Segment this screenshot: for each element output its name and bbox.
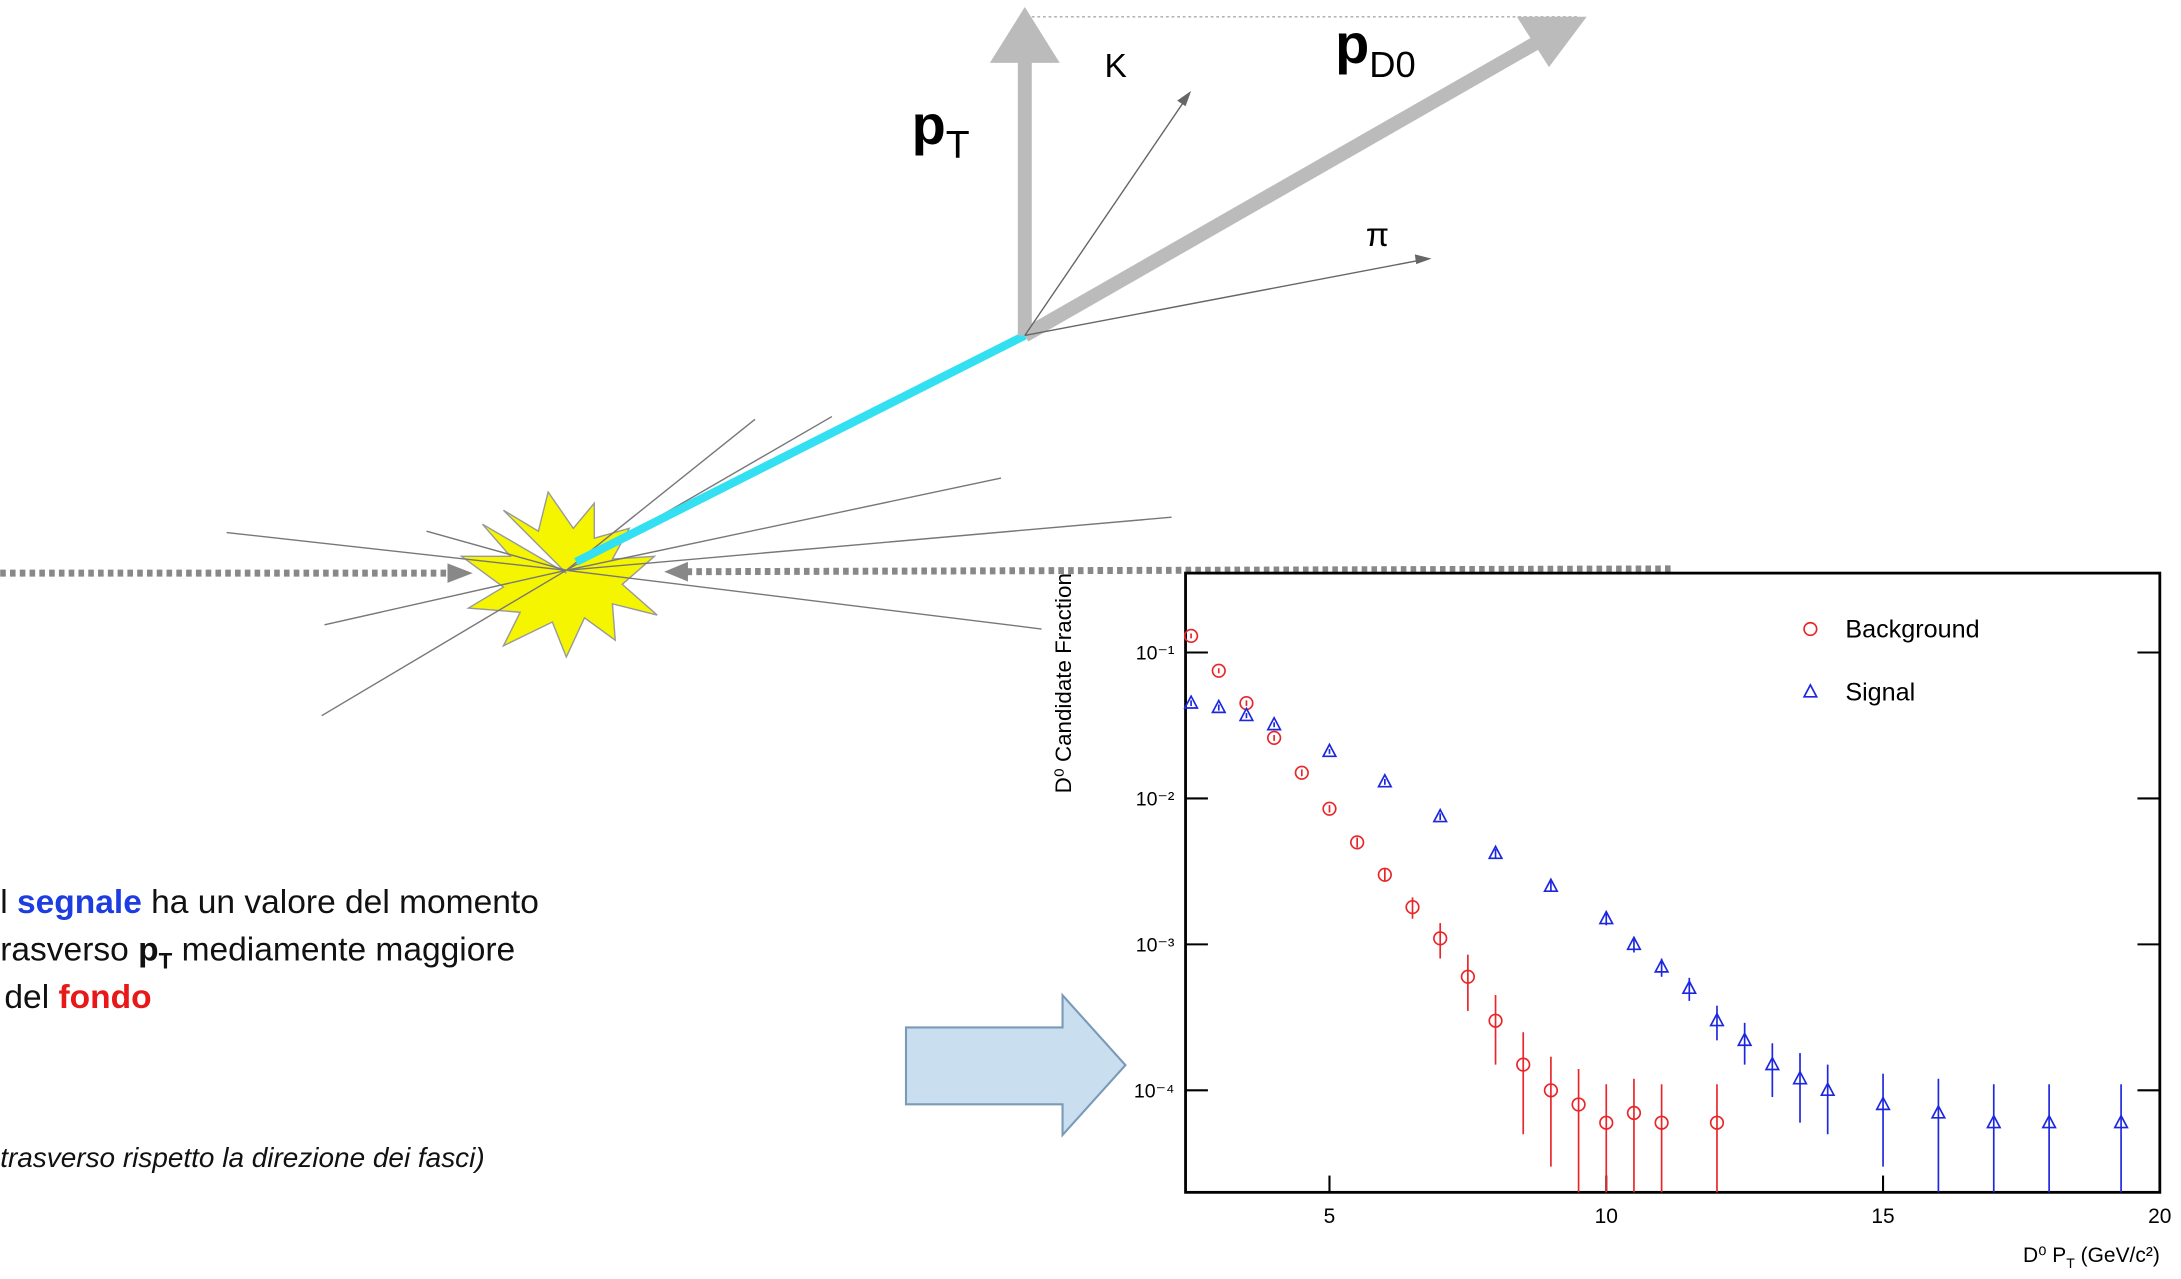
- circle-marker: [1377, 867, 1392, 882]
- text-fondo: fondo: [58, 979, 151, 1016]
- triangle-marker: [1736, 1031, 1753, 1047]
- circle-marker: [1433, 931, 1448, 946]
- circle-marker: [1599, 1115, 1614, 1130]
- k-head: [1177, 90, 1192, 107]
- triangle-marker: [1238, 706, 1255, 722]
- label-sub: T: [946, 124, 970, 167]
- note: trasverso rispetto la direzione dei fasc…: [0, 1142, 484, 1173]
- triangle-marker: [1626, 935, 1642, 951]
- pd0-arrow: [1021, 35, 1542, 342]
- text: mediamente maggiore: [172, 931, 515, 968]
- label-sub: D0: [1369, 44, 1415, 85]
- x-label-part: D⁰ P: [2023, 1244, 2066, 1267]
- y-tick-label: 10⁻⁴: [1134, 1080, 1174, 1102]
- text: del: [4, 979, 58, 1016]
- y-tick-label: 10⁻³: [1136, 934, 1175, 956]
- x-label-part: T: [2066, 1255, 2075, 1271]
- circle-marker: [1183, 628, 1199, 644]
- x-label-part: (GeV/c²): [2075, 1244, 2160, 1267]
- text: l: [0, 884, 17, 921]
- triangle-marker: [2041, 1113, 2057, 1129]
- triangle-marker: [1764, 1055, 1781, 1071]
- triangle-marker: [1653, 958, 1670, 973]
- triangle-marker: [1487, 844, 1504, 860]
- x-tick-label: 15: [1871, 1205, 1894, 1228]
- triangle-marker: [1183, 694, 1199, 709]
- d0-track: [574, 331, 1027, 566]
- label-main: p: [912, 93, 946, 156]
- triangle-marker: [1930, 1104, 1947, 1119]
- triangle-marker: [1211, 698, 1227, 714]
- circle-marker: [1654, 1115, 1669, 1130]
- triangle-marker: [1820, 1081, 1836, 1097]
- legend-marker: [1802, 683, 1819, 698]
- triangle-marker: [1792, 1069, 1808, 1085]
- pd0-label: pD0: [1335, 12, 1416, 85]
- y-axis-label: D⁰ Candidate Fraction: [1051, 573, 1076, 793]
- legend-label: Background: [1845, 615, 1979, 643]
- circle-marker: [1543, 1083, 1559, 1098]
- text-signal: segnale: [17, 884, 142, 921]
- triangle-marker: [1432, 807, 1448, 823]
- triangle-marker: [1709, 1011, 1725, 1027]
- tracks: [226, 415, 1172, 717]
- chart: 5 10 15 20 10⁻⁴ 10⁻³ 10⁻² 10⁻¹ D⁰ Candidate Frac…: [1051, 571, 2171, 1271]
- text: rasverso: [0, 931, 138, 968]
- circle-marker: [1516, 1057, 1531, 1072]
- k-track: [1024, 94, 1189, 336]
- circle-marker: [1350, 835, 1365, 850]
- slide-text: l segnale ha un valore del momento rasve…: [0, 884, 539, 1173]
- label-main: p: [1335, 12, 1369, 75]
- legend-label: Signal: [1845, 678, 1915, 706]
- legend-marker: [1803, 621, 1818, 637]
- pt-head: [989, 6, 1060, 63]
- triangle-marker: [1321, 742, 1338, 758]
- circle-marker: [1709, 1115, 1725, 1130]
- circle-marker: [1266, 730, 1282, 746]
- circle-marker: [1211, 663, 1226, 678]
- pd0-head: [1516, 16, 1587, 68]
- text-p: p: [138, 931, 158, 968]
- triangle-marker: [1377, 773, 1393, 788]
- circle-marker: [1405, 900, 1420, 915]
- block-arrow: [904, 992, 1127, 1138]
- x-axis-label: D⁰ PT (GeV/c²): [2023, 1244, 2160, 1271]
- x-tick-label: 20: [2148, 1205, 2171, 1228]
- beam-head: [664, 561, 688, 582]
- circle-marker: [1571, 1097, 1586, 1112]
- text: ha un valore del momento: [142, 884, 539, 921]
- triangle-marker: [1986, 1113, 2002, 1129]
- circle-marker: [1460, 969, 1475, 984]
- text-sub: T: [159, 949, 173, 974]
- x-tick-label: 5: [1324, 1205, 1336, 1228]
- circle-marker: [1488, 1013, 1503, 1028]
- pi-head: [1414, 254, 1432, 265]
- y-tick-label: 10⁻²: [1136, 788, 1175, 810]
- triangle-marker: [1875, 1095, 1891, 1111]
- circle-marker: [1294, 765, 1309, 780]
- pt-label: pT: [912, 93, 970, 167]
- text-line: l segnale ha un valore del momento: [0, 884, 539, 921]
- triangle-marker: [2113, 1113, 2129, 1129]
- triangle-marker: [1543, 877, 1559, 893]
- plot-frame: [1184, 571, 2162, 1194]
- beam-head: [447, 563, 473, 583]
- triangle-marker: [1681, 979, 1697, 995]
- pi-label: π: [1366, 217, 1389, 254]
- beam: [685, 565, 1671, 576]
- x-tick-label: 10: [1595, 1205, 1618, 1228]
- text-line: rasverso pT mediamente maggiore: [0, 931, 515, 973]
- circle-marker: [1626, 1105, 1642, 1121]
- k-label: K: [1104, 48, 1126, 85]
- text-line: del fondo: [4, 979, 151, 1016]
- circle-marker: [1322, 801, 1337, 816]
- y-tick-label: 10⁻¹: [1136, 642, 1175, 664]
- triangle-marker: [1598, 909, 1614, 925]
- pi-track: [1024, 257, 1429, 337]
- triangle-marker: [1266, 715, 1282, 731]
